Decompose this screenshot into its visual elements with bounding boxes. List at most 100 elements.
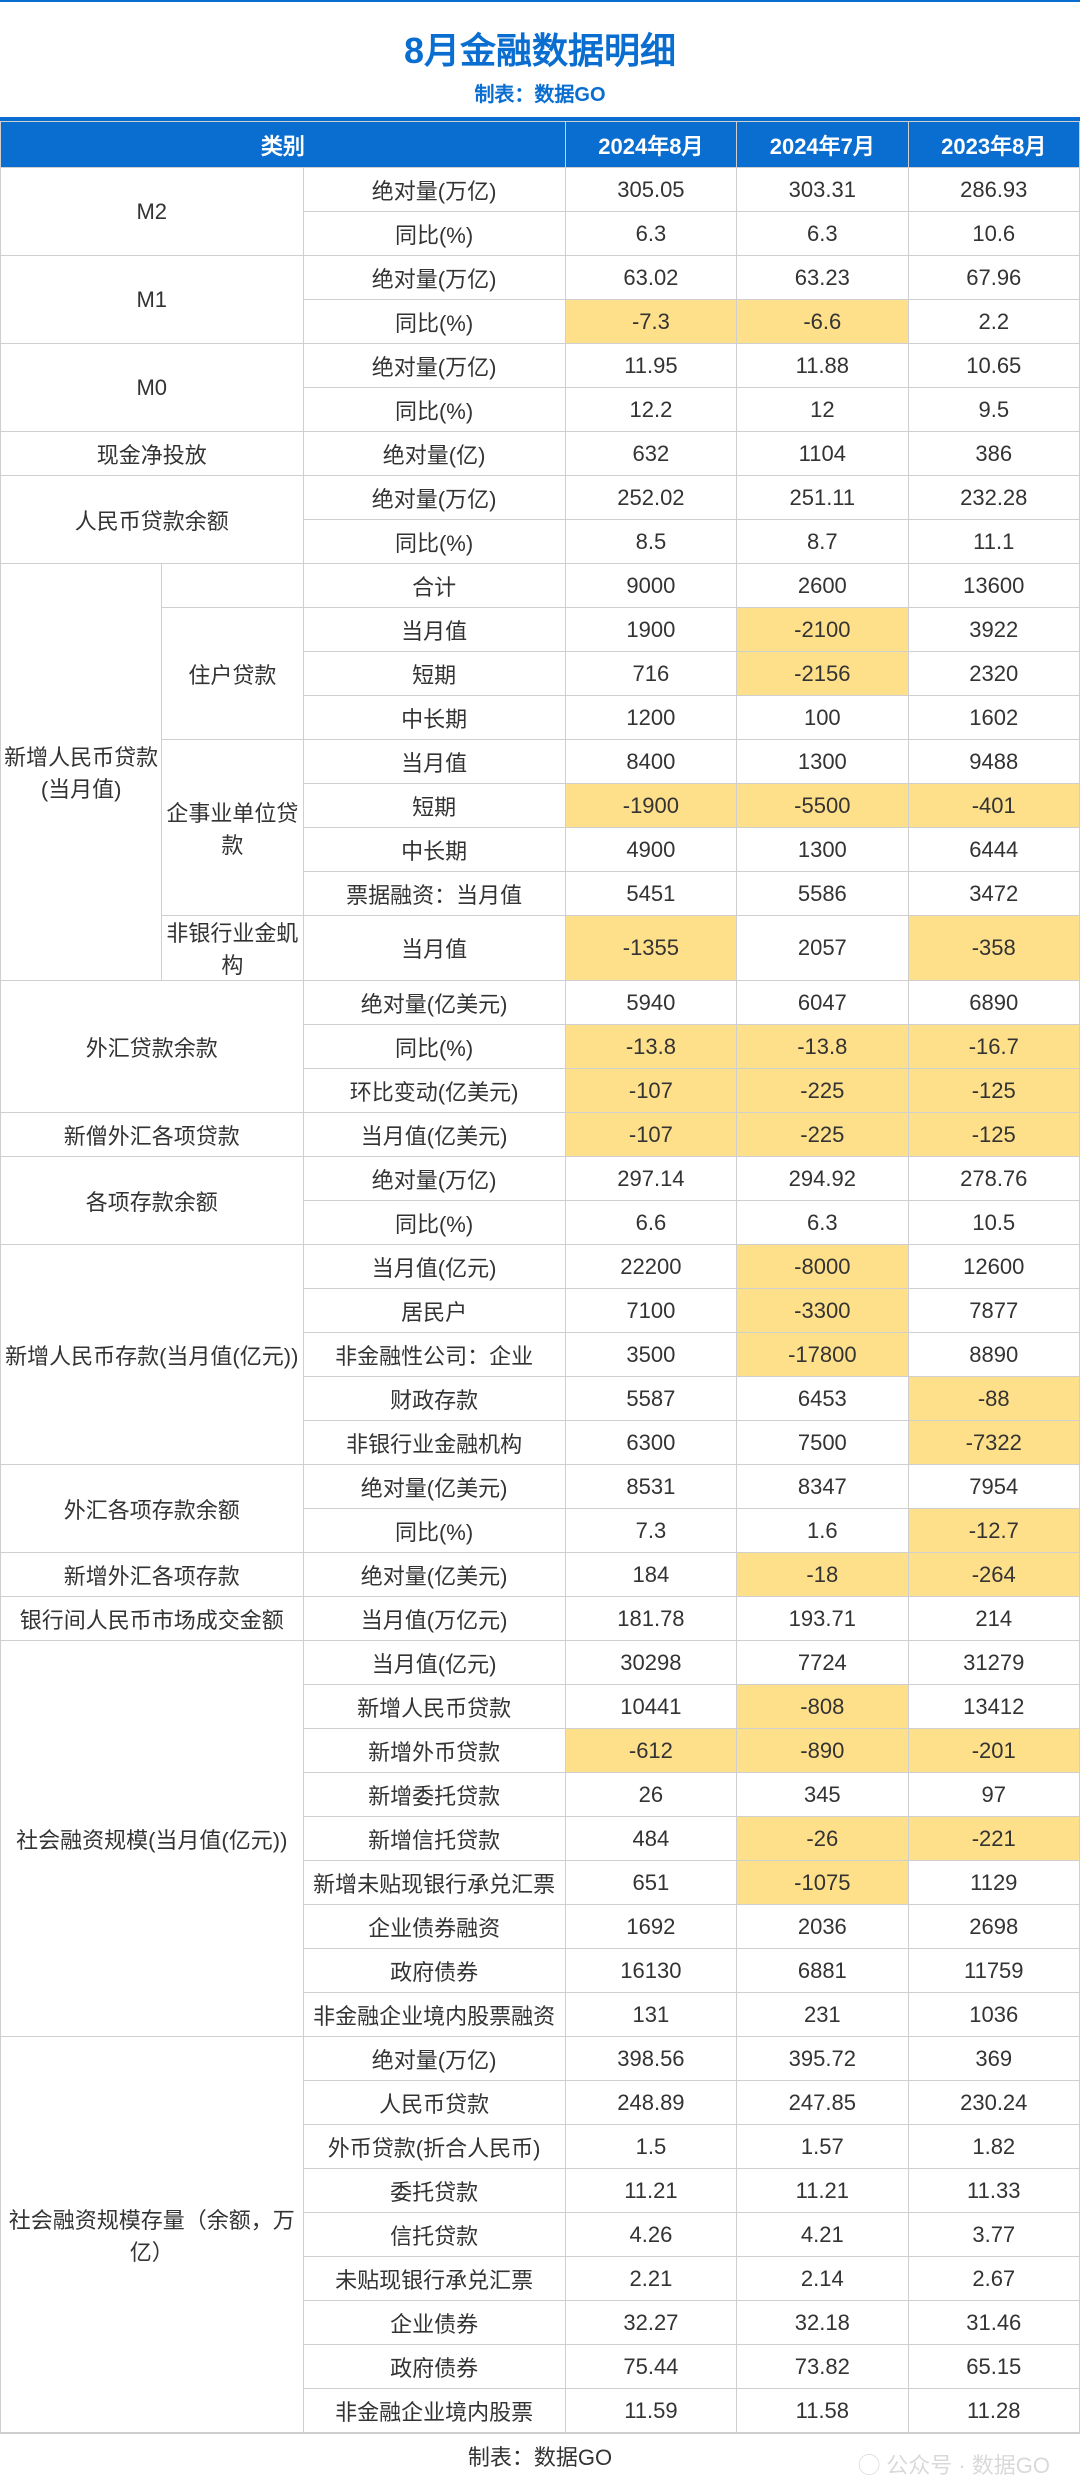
table-row: 现金净投放绝对量(亿)6321104386 bbox=[1, 432, 1080, 476]
value-cell: 1.5 bbox=[565, 2125, 736, 2169]
subcategory-cell: 企事业单位贷款 bbox=[162, 740, 303, 916]
value-cell: 7100 bbox=[565, 1289, 736, 1333]
page-title: 8月金融数据明细 bbox=[0, 22, 1080, 74]
value-cell: 232.28 bbox=[908, 476, 1079, 520]
category-cell: 新增外汇各项存款 bbox=[1, 1553, 304, 1597]
value-cell: 184 bbox=[565, 1553, 736, 1597]
header-col-3: 2023年8月 bbox=[908, 122, 1079, 168]
value-cell: -1075 bbox=[737, 1861, 908, 1905]
value-cell: 2.21 bbox=[565, 2257, 736, 2301]
value-cell: 73.82 bbox=[737, 2345, 908, 2389]
value-cell: 16130 bbox=[565, 1949, 736, 1993]
metric-label-cell: 同比(%) bbox=[303, 1509, 565, 1553]
value-cell: -225 bbox=[737, 1069, 908, 1113]
category-cell: 银行间人民币市场成交金额 bbox=[1, 1597, 304, 1641]
metric-label-cell: 同比(%) bbox=[303, 520, 565, 564]
value-cell: 4.21 bbox=[737, 2213, 908, 2257]
value-cell: -890 bbox=[737, 1729, 908, 1773]
value-cell: 63.02 bbox=[565, 256, 736, 300]
category-cell: 各项存款余额 bbox=[1, 1157, 304, 1245]
value-cell: 4.26 bbox=[565, 2213, 736, 2257]
value-cell: 31.46 bbox=[908, 2301, 1079, 2345]
value-cell: 286.93 bbox=[908, 168, 1079, 212]
value-cell: 11.1 bbox=[908, 520, 1079, 564]
value-cell: -3300 bbox=[737, 1289, 908, 1333]
value-cell: 1129 bbox=[908, 1861, 1079, 1905]
value-cell: 13600 bbox=[908, 564, 1079, 608]
value-cell: -401 bbox=[908, 784, 1079, 828]
value-cell: 3.77 bbox=[908, 2213, 1079, 2257]
category-cell: 社会融资规模(当月值(亿元)) bbox=[1, 1641, 304, 2037]
metric-label-cell: 政府债券 bbox=[303, 2345, 565, 2389]
table-row: 各项存款余额绝对量(万亿)297.14294.92278.76 bbox=[1, 1157, 1080, 1201]
value-cell: 13412 bbox=[908, 1685, 1079, 1729]
value-cell: -2100 bbox=[737, 608, 908, 652]
category-cell: 现金净投放 bbox=[1, 432, 304, 476]
value-cell: -17800 bbox=[737, 1333, 908, 1377]
value-cell: 2.2 bbox=[908, 300, 1079, 344]
value-cell: 6047 bbox=[737, 981, 908, 1025]
value-cell: 1602 bbox=[908, 696, 1079, 740]
metric-label-cell: 当月值(亿元) bbox=[303, 1245, 565, 1289]
value-cell: 278.76 bbox=[908, 1157, 1079, 1201]
value-cell: 6881 bbox=[737, 1949, 908, 1993]
value-cell: 3922 bbox=[908, 608, 1079, 652]
value-cell: 32.18 bbox=[737, 2301, 908, 2345]
table-row: 住户贷款当月值1900-21003922 bbox=[1, 608, 1080, 652]
value-cell: 7954 bbox=[908, 1465, 1079, 1509]
value-cell: 398.56 bbox=[565, 2037, 736, 2081]
value-cell: 230.24 bbox=[908, 2081, 1079, 2125]
value-cell: 5940 bbox=[565, 981, 736, 1025]
value-cell: 11.21 bbox=[737, 2169, 908, 2213]
table-row: 银行间人民币市场成交金额当月值(万亿元)181.78193.71214 bbox=[1, 1597, 1080, 1641]
value-cell: 2698 bbox=[908, 1905, 1079, 1949]
value-cell: 97 bbox=[908, 1773, 1079, 1817]
table-row: M2绝对量(万亿)305.05303.31286.93 bbox=[1, 168, 1080, 212]
value-cell: 6890 bbox=[908, 981, 1079, 1025]
value-cell: -808 bbox=[737, 1685, 908, 1729]
value-cell: 11.59 bbox=[565, 2389, 736, 2433]
value-cell: 1900 bbox=[565, 608, 736, 652]
table-row: 新增人民币贷款(当月值)合计9000260013600 bbox=[1, 564, 1080, 608]
value-cell: 193.71 bbox=[737, 1597, 908, 1641]
value-cell: 231 bbox=[737, 1993, 908, 2037]
metric-label-cell: 新增未贴现银行承兑汇票 bbox=[303, 1861, 565, 1905]
value-cell: 4900 bbox=[565, 828, 736, 872]
category-cell: 外汇各项存款余额 bbox=[1, 1465, 304, 1553]
value-cell: 305.05 bbox=[565, 168, 736, 212]
metric-label-cell: 同比(%) bbox=[303, 1025, 565, 1069]
table-header-row: 类别 2024年8月 2024年7月 2023年8月 bbox=[1, 122, 1080, 168]
value-cell: -8000 bbox=[737, 1245, 908, 1289]
value-cell: 3500 bbox=[565, 1333, 736, 1377]
table-row: 新增人民币存款(当月值(亿元))当月值(亿元)22200-800012600 bbox=[1, 1245, 1080, 1289]
value-cell: 2320 bbox=[908, 652, 1079, 696]
value-cell: 214 bbox=[908, 1597, 1079, 1641]
metric-label-cell: 同比(%) bbox=[303, 1201, 565, 1245]
value-cell: -612 bbox=[565, 1729, 736, 1773]
value-cell: 11.95 bbox=[565, 344, 736, 388]
category-cell: M1 bbox=[1, 256, 304, 344]
value-cell: 6.3 bbox=[737, 1201, 908, 1245]
category-cell: 人民币贷款余额 bbox=[1, 476, 304, 564]
value-cell: 6300 bbox=[565, 1421, 736, 1465]
metric-label-cell: 当月值 bbox=[303, 740, 565, 784]
value-cell: 9000 bbox=[565, 564, 736, 608]
value-cell: -88 bbox=[908, 1377, 1079, 1421]
value-cell: 303.31 bbox=[737, 168, 908, 212]
financial-data-table: 类别 2024年8月 2024年7月 2023年8月 M2绝对量(万亿)305.… bbox=[0, 121, 1080, 2433]
value-cell: 22200 bbox=[565, 1245, 736, 1289]
value-cell: 6444 bbox=[908, 828, 1079, 872]
metric-label-cell: 外币贷款(折合人民币) bbox=[303, 2125, 565, 2169]
title-block: 8月金融数据明细 制表：数据GO bbox=[0, 0, 1080, 121]
value-cell: -18 bbox=[737, 1553, 908, 1597]
metric-label-cell: 短期 bbox=[303, 784, 565, 828]
value-cell: 1036 bbox=[908, 1993, 1079, 2037]
value-cell: 8890 bbox=[908, 1333, 1079, 1377]
value-cell: 181.78 bbox=[565, 1597, 736, 1641]
value-cell: 11.28 bbox=[908, 2389, 1079, 2433]
value-cell: 369 bbox=[908, 2037, 1079, 2081]
metric-label-cell: 新增人民币贷款 bbox=[303, 1685, 565, 1729]
value-cell: 9488 bbox=[908, 740, 1079, 784]
value-cell: 8347 bbox=[737, 1465, 908, 1509]
value-cell: 100 bbox=[737, 696, 908, 740]
